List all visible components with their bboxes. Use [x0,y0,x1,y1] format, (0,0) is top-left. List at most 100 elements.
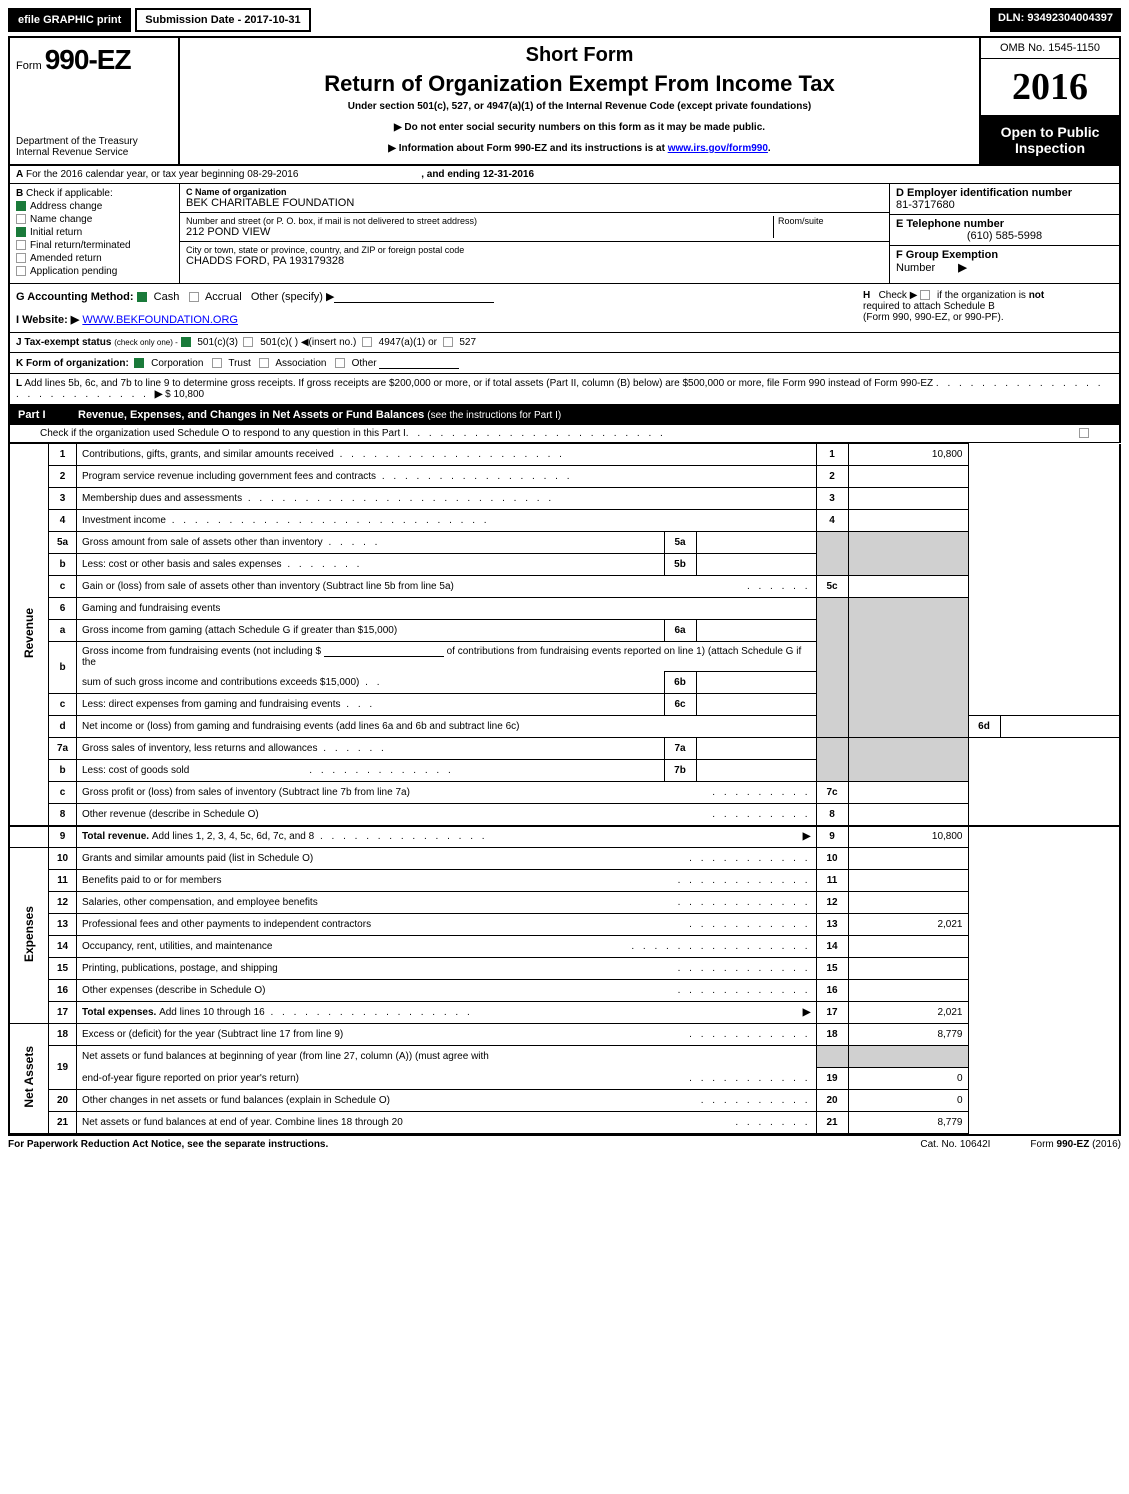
checkbox-icon[interactable] [335,358,345,368]
line-desc: Less: cost of goods sold [82,765,189,776]
line-no: 3 [49,488,77,510]
checkbox-icon[interactable] [212,358,222,368]
table-row: Revenue 1 Contributions, gifts, grants, … [9,444,1120,466]
dots: . . . . . . . [282,559,363,570]
website-link[interactable]: WWW.BEKFOUNDATION.ORG [82,314,238,326]
efile-print-button[interactable]: efile GRAPHIC print [8,8,131,32]
line-no: 8 [49,804,77,826]
line-no: 18 [49,1024,77,1046]
instr-ssn: ▶ Do not enter social security numbers o… [186,122,973,133]
h-label: H [863,290,870,301]
shade-cell [816,532,848,576]
dots: . . . . . . . . . . . . [678,985,811,996]
checkbox-icon[interactable] [243,337,253,347]
chk-initial-return[interactable]: Initial return [16,227,173,238]
section-h: H Check ▶ if the organization is not req… [853,290,1113,326]
netassets-rotlabel: Net Assets [22,1046,36,1108]
instr-info-b: . [768,143,771,154]
l6b-amount-input[interactable] [324,645,444,657]
expenses-rotlabel: Expenses [22,906,36,962]
checkbox-icon[interactable] [443,337,453,347]
k-o1: Corporation [151,358,203,369]
k-other-input[interactable] [379,357,459,369]
j-label: J Tax-exempt status [16,337,111,348]
line-no: d [49,716,77,738]
section-k: K Form of organization: Corporation Trus… [8,353,1121,374]
checkbox-icon[interactable] [189,292,199,302]
amt-value: 10,800 [848,826,968,848]
chk-name-change[interactable]: Name change [16,214,173,225]
line-desc: Membership dues and assessments [82,493,242,504]
k-o3: Association [275,358,326,369]
chk-amended-return[interactable]: Amended return [16,253,173,264]
chk-application-pending[interactable]: Application pending [16,266,173,277]
phone-value: (610) 585-5998 [896,230,1113,242]
arrow-icon: ▶ [958,262,966,274]
open-line2: Inspection [985,140,1115,156]
dots: . . . . . . . . . . . . . . . [314,831,487,842]
dept-line2: Internal Revenue Service [16,147,172,158]
checkbox-icon[interactable] [920,290,930,300]
dots: . . . [340,699,375,710]
form-header: Form 990-EZ Department of the Treasury I… [8,36,1121,166]
line-desc: Salaries, other compensation, and employ… [82,897,318,908]
line-desc: Less: cost or other basis and sales expe… [82,559,282,570]
sub-amt [696,694,816,716]
open-inspection: Open to Public Inspection [981,116,1119,164]
line-desc: Gross sales of inventory, less returns a… [82,743,317,754]
line-desc: Contributions, gifts, grants, and simila… [82,449,334,460]
dots: . . . . . . . . . . . . . . . . . . . . [334,449,565,460]
checkbox-icon[interactable] [259,358,269,368]
section-j: J Tax-exempt status (check only one) - 5… [8,333,1121,353]
form-number: 990-EZ [45,44,131,75]
checkbox-icon[interactable] [134,358,144,368]
l-label: L [16,378,22,389]
dots: . . . . . . . . . . . . . . . . . . . . … [242,493,554,504]
amt-value [848,782,968,804]
checkbox-icon [16,266,26,276]
shade-cell [848,738,968,782]
chk-address-change[interactable]: Address change [16,201,173,212]
line-no: 1 [49,444,77,466]
part1-title-bold: Revenue, Expenses, and Changes in Net As… [78,409,427,421]
sub-no: 6b [664,672,696,694]
checkbox-icon[interactable] [137,292,147,302]
checkbox-icon[interactable] [1079,428,1089,438]
city-value: CHADDS FORD, PA 193179328 [186,255,883,267]
j-o1: 501(c)(3) [197,337,238,348]
dots: . . . . . . . . . . . . [678,875,811,886]
line-desc: Program service revenue including govern… [82,471,376,482]
footer-formref: Form 990-EZ (2016) [1030,1139,1121,1150]
line-no: b [49,642,77,694]
amt-no: 3 [816,488,848,510]
group-exemption-cell: F Group Exemption Number ▶ [890,246,1119,277]
header-left: Form 990-EZ Department of the Treasury I… [10,38,180,164]
line-no: 15 [49,958,77,980]
g-other-input[interactable] [334,291,494,303]
amt-value: 0 [848,1068,968,1090]
checkbox-icon[interactable] [362,337,372,347]
checkbox-icon [16,240,26,250]
dots: . . . . . . . . . [712,787,810,798]
l-amount: $ 10,800 [165,389,204,400]
dots: . . . . . . . . . . . [689,919,810,930]
i-label: I Website: ▶ [16,314,79,326]
amt-value [848,980,968,1002]
table-row: 20 Other changes in net assets or fund b… [9,1090,1120,1112]
chk-final-return[interactable]: Final return/terminated [16,240,173,251]
ein-value: 81-3717680 [896,199,1113,211]
chk-label: Address change [30,201,102,212]
line-no: 6 [49,598,77,620]
irs-link[interactable]: www.irs.gov/form990 [668,143,768,154]
line-desc: Net assets or fund balances at end of ye… [82,1117,403,1128]
amt-no: 12 [816,892,848,914]
sub-no: 7b [664,760,696,782]
line-no: 9 [49,826,77,848]
table-row: 12 Salaries, other compensation, and emp… [9,892,1120,914]
table-row: 19 Net assets or fund balances at beginn… [9,1046,1120,1068]
table-row: 17 Total expenses. Add lines 10 through … [9,1002,1120,1024]
instr-info-a: ▶ Information about Form 990-EZ and its … [388,143,667,154]
checkbox-icon[interactable] [181,337,191,347]
line-desc: Gain or (loss) from sale of assets other… [82,581,454,592]
amt-value [848,510,968,532]
